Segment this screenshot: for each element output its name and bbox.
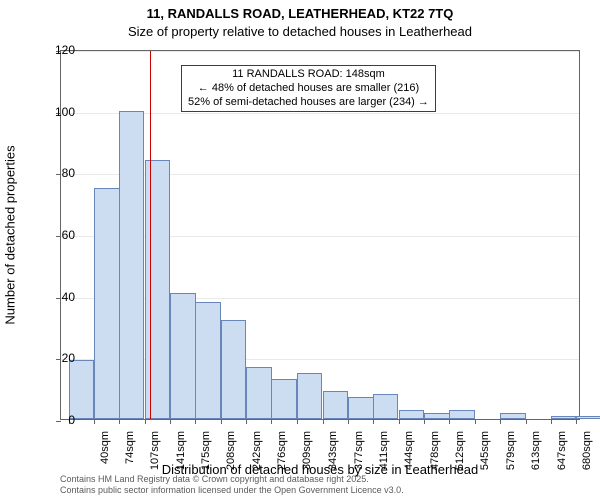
xtick-mark	[195, 419, 196, 424]
histogram-bar	[195, 302, 220, 419]
xtick-mark	[424, 419, 425, 424]
histogram-bar	[373, 394, 398, 419]
xtick-mark	[348, 419, 349, 424]
histogram-bar	[449, 410, 474, 419]
xtick-mark	[526, 419, 527, 424]
histogram-bar	[399, 410, 424, 419]
xtick-mark	[119, 419, 120, 424]
xtick-mark	[246, 419, 247, 424]
histogram-bar	[576, 416, 600, 419]
attribution-line: Contains public sector information licen…	[60, 485, 404, 496]
gridline	[61, 51, 579, 52]
annotation-line: 52% of semi-detached houses are larger (…	[188, 96, 429, 110]
xtick-mark	[170, 419, 171, 424]
plot-area: 40sqm74sqm107sqm141sqm175sqm208sqm242sqm…	[60, 50, 580, 420]
xtick-label: 680sqm	[581, 431, 593, 471]
histogram-bar	[271, 379, 296, 419]
annotation-line: 11 RANDALLS ROAD: 148sqm	[188, 68, 429, 82]
annotation-box: 11 RANDALLS ROAD: 148sqm← 48% of detache…	[181, 65, 436, 112]
xtick-mark	[551, 419, 552, 424]
histogram-bar	[246, 367, 271, 419]
ytick-label: 80	[35, 166, 75, 180]
ytick-label: 100	[35, 105, 75, 119]
histogram-bar	[297, 373, 322, 419]
y-axis-label: Number of detached properties	[3, 145, 18, 324]
marker-line	[150, 51, 151, 419]
histogram-bar	[424, 413, 449, 419]
annotation-line: ← 48% of detached houses are smaller (21…	[188, 82, 429, 96]
ytick-label: 120	[35, 43, 75, 57]
xtick-mark	[449, 419, 450, 424]
histogram-bar	[221, 320, 246, 419]
xtick-mark	[297, 419, 298, 424]
xtick-mark	[271, 419, 272, 424]
histogram-bar	[145, 160, 170, 419]
chart-title: 11, RANDALLS ROAD, LEATHERHEAD, KT22 7TQ	[0, 6, 600, 21]
xtick-mark	[576, 419, 577, 424]
histogram-bar	[170, 293, 195, 419]
histogram-bar	[323, 391, 348, 419]
histogram-bar	[94, 188, 119, 419]
xtick-mark	[475, 419, 476, 424]
histogram-bar	[551, 416, 576, 419]
xtick-mark	[500, 419, 501, 424]
xtick-mark	[373, 419, 374, 424]
xtick-mark	[145, 419, 146, 424]
histogram-bar	[69, 360, 94, 419]
histogram-chart: 11, RANDALLS ROAD, LEATHERHEAD, KT22 7TQ…	[0, 0, 600, 500]
histogram-bar	[500, 413, 525, 419]
histogram-bar	[348, 397, 373, 419]
xtick-mark	[399, 419, 400, 424]
ytick-label: 0	[35, 413, 75, 427]
ytick-label: 60	[35, 228, 75, 242]
xtick-mark	[94, 419, 95, 424]
ytick-label: 40	[35, 290, 75, 304]
xtick-mark	[323, 419, 324, 424]
chart-subtitle: Size of property relative to detached ho…	[0, 24, 600, 39]
histogram-bar	[119, 111, 144, 419]
xtick-mark	[221, 419, 222, 424]
attribution: Contains HM Land Registry data © Crown c…	[60, 474, 404, 496]
attribution-line: Contains HM Land Registry data © Crown c…	[60, 474, 404, 485]
ytick-label: 20	[35, 351, 75, 365]
